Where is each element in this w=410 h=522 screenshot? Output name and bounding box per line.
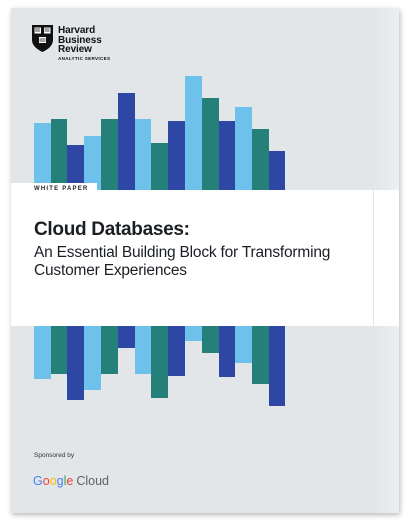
decor-bar [84,136,101,190]
document-type-label: WHITE PAPER [11,183,97,196]
decor-bar [101,119,118,190]
sponsor-label: Sponsored by [34,452,75,459]
decorative-bars [11,8,399,513]
decor-bar [269,326,285,406]
cloud-wordmark: Cloud [76,474,109,488]
decor-bar [185,76,202,190]
hbr-wordmark: Harvard Business Review [58,25,102,55]
google-cloud-logo: Google Cloud [33,474,109,488]
decor-bar [135,119,151,190]
title-band: WHITE PAPER Cloud Databases: An Essentia… [11,183,399,326]
decor-bar [235,326,252,363]
decor-bar [51,119,67,190]
decor-bar [101,326,118,374]
document-subtitle: An Essential Building Block for Transfor… [34,244,331,279]
decor-bar [235,107,252,190]
decor-bar [202,98,219,190]
decor-bar [168,326,185,376]
decor-bar [151,326,168,398]
decor-bar [168,121,185,190]
decor-bar [84,326,101,390]
decor-bar [202,326,219,353]
decor-bar [67,145,84,190]
decor-bar [151,143,168,190]
decor-bar [252,326,269,384]
decor-bar [269,151,285,190]
band-divider [373,190,374,326]
decor-bar [135,326,151,374]
decor-bar [34,123,51,190]
hbr-logo: Harvard Business Review ANALYTIC SERVICE… [32,25,152,71]
cover-page: Harvard Business Review ANALYTIC SERVICE… [11,8,399,513]
decor-bar [185,326,202,341]
document-title: Cloud Databases: [34,219,190,240]
decor-bar [118,326,135,348]
decor-bar [252,129,269,190]
decor-bar [67,326,84,400]
decor-bar [219,326,235,377]
decor-bar [34,326,51,379]
decor-bar [219,121,235,190]
decor-bar [118,93,135,190]
google-wordmark: Google [33,474,74,488]
decor-bar [51,326,67,374]
harvard-shield-icon [32,25,53,52]
hbr-division: ANALYTIC SERVICES [58,56,111,61]
